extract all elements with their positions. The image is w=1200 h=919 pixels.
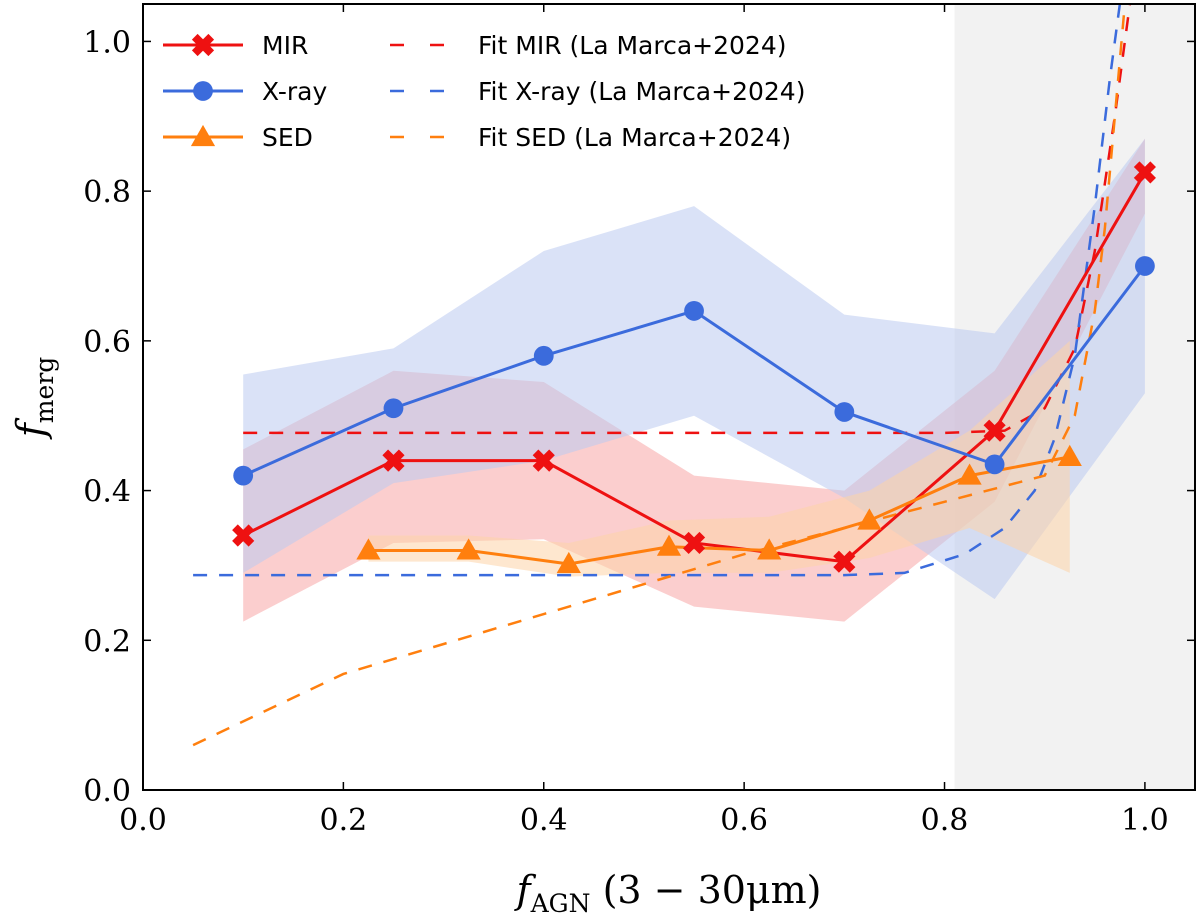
sed-point (556, 551, 581, 574)
x-ray-point (383, 398, 404, 419)
mir-point-stroke (833, 550, 856, 573)
mir-point-stroke (983, 419, 1006, 442)
mir-point (382, 449, 405, 472)
y-tick-label: 0.0 (83, 774, 131, 809)
mir-point-stroke (682, 531, 706, 555)
legend-mir-marker (191, 33, 215, 57)
y-tick-label: 0.6 (83, 325, 131, 360)
legend-sed-marker (190, 124, 216, 147)
legend-sed-label: SED (262, 123, 313, 152)
mir-point (232, 524, 255, 547)
sed-point (356, 538, 381, 560)
sed-point (957, 463, 982, 485)
x-axis-label-sub: AGN (530, 889, 591, 918)
plot-area (192, 4, 1195, 790)
x-axis-label-rest: (3 − 30μm) (590, 868, 821, 912)
mir-point-stroke (1133, 161, 1156, 184)
x-tick-label: 0.2 (320, 803, 368, 838)
sed-point (456, 538, 481, 560)
x-tick-label: 0.8 (921, 803, 969, 838)
sed-point (757, 538, 782, 560)
fit-x-ray-la-marca-2024-line (193, 4, 1122, 577)
x-tick-label: 0.4 (520, 803, 568, 838)
x-ray-point (1135, 256, 1155, 276)
legend-mir-marker-stroke (191, 33, 215, 57)
mir-point (983, 419, 1006, 442)
x-axis-label: fAGN (3 − 30μm) (514, 868, 822, 918)
fit-sed-la-marca-2024-line (192, 4, 1127, 747)
y-axis-label: fmerg (9, 357, 59, 441)
x-tick-label: 0.0 (119, 803, 167, 838)
sed-line (368, 455, 1071, 566)
series-markers (232, 161, 1156, 574)
legend-fit-x-ray-la-marca-2024-label: Fit X-ray (La Marca+2024) (478, 77, 805, 106)
x-ray-point (233, 465, 254, 486)
x-ray-point (984, 454, 1005, 475)
sed-point (857, 508, 882, 530)
legend-fit-mir-la-marca-2024-label: Fit MIR (La Marca+2024) (478, 31, 786, 60)
tick-labels: 0.0 0.2 0.4 0.6 0.8 1.0 0.0 0.2 0.4 0.6 0.8 1.0 (83, 25, 1168, 838)
mir-point-stroke (532, 449, 555, 472)
y-axis-label-sub: merg (30, 357, 59, 423)
x-ray-point (533, 345, 554, 366)
mir-point-stroke (232, 524, 255, 547)
mir-point (682, 531, 706, 555)
y-tick-label: 1.0 (83, 25, 131, 60)
sed-point (656, 534, 682, 556)
y-tick-label: 0.2 (83, 624, 131, 659)
x-ray-point (834, 402, 855, 422)
legend: MIR X-ray SED Fit MIR (La Marca+2024) Fit X-… (163, 31, 805, 152)
mir-point (532, 449, 555, 472)
x-tick-label: 0.6 (720, 803, 768, 838)
plot-frame (142, 3, 1196, 791)
mir-point (1133, 161, 1156, 184)
legend-fit-sed-la-marca-2024-label: Fit SED (La Marca+2024) (478, 123, 791, 152)
x-ray-point (684, 301, 704, 321)
legend-x-ray-label: X-ray (262, 77, 328, 106)
mir-point-stroke (382, 449, 405, 472)
mir-point (833, 550, 856, 573)
x-tick-label: 1.0 (1121, 803, 1169, 838)
y-tick-label: 0.8 (83, 175, 131, 210)
y-tick-label: 0.4 (83, 475, 131, 510)
legend-x-ray-marker (193, 81, 213, 101)
sed-point (1057, 444, 1082, 466)
legend-mir-label: MIR (262, 31, 308, 60)
